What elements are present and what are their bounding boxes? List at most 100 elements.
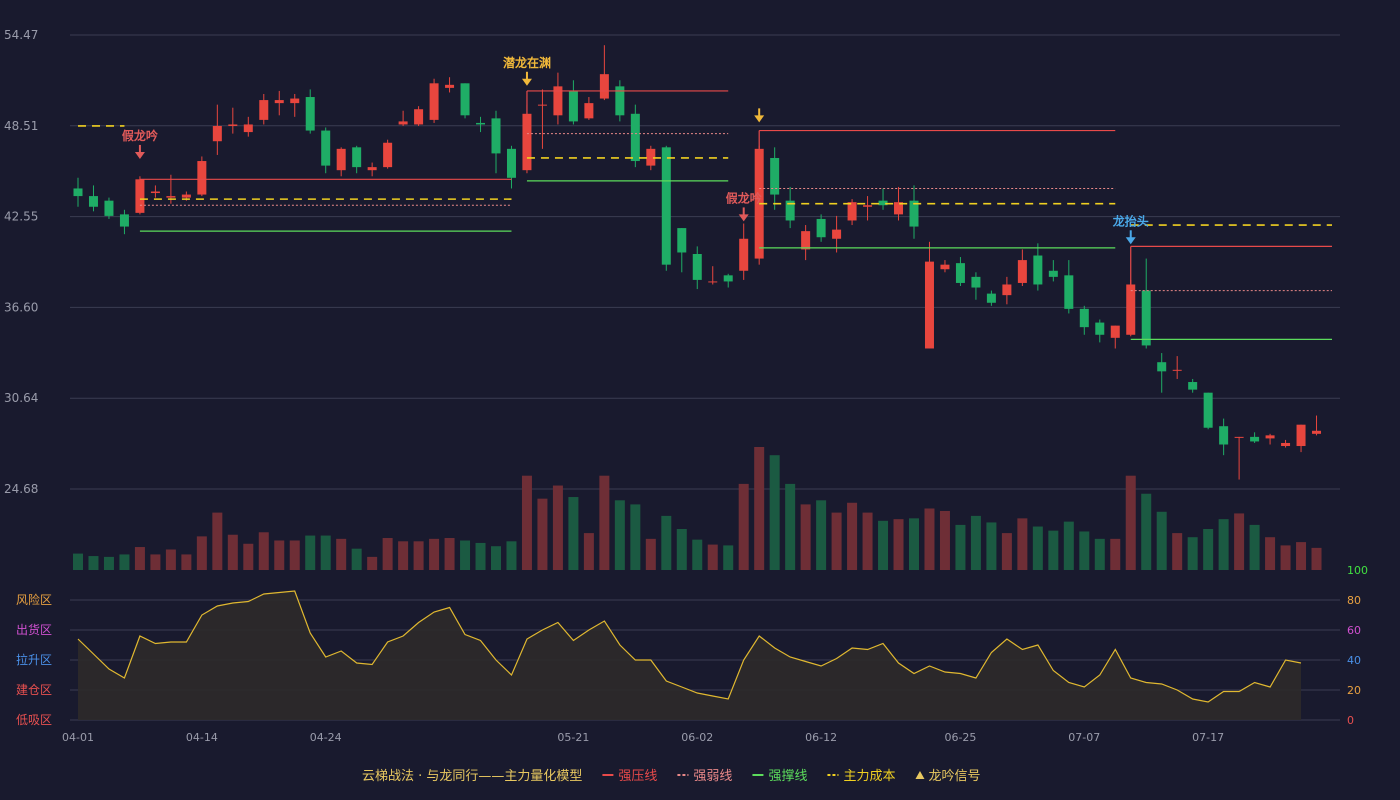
candle-body <box>460 83 470 116</box>
candle-body <box>816 218 826 238</box>
indicator-panel <box>77 590 1302 720</box>
volume-bar <box>552 485 563 570</box>
candle-body <box>243 124 253 133</box>
legend-label: 强弱线 <box>693 769 732 784</box>
candle-body <box>568 90 578 122</box>
indicator-tick-label: 20 <box>1347 684 1361 697</box>
date-tick-label: 07-07 <box>1068 731 1100 744</box>
candle-body <box>1234 436 1244 438</box>
candle-body <box>506 148 516 178</box>
date-tick-label: 06-02 <box>681 731 713 744</box>
volume-bar <box>986 522 997 570</box>
candle-body <box>971 276 981 288</box>
zone-label: 拉升区 <box>16 652 52 667</box>
candle-body <box>305 97 315 131</box>
candle-body <box>1110 325 1120 338</box>
volume-bar <box>150 554 161 570</box>
indicator-axis: 100 80 60 40 20 0 <box>1347 564 1368 727</box>
candle-body <box>599 74 609 99</box>
price-tick-label: 48.51 <box>4 119 38 133</box>
legend-label: 云梯战法 · 与龙同行——主力量化模型 <box>362 769 582 784</box>
indicator-tick-label: 0 <box>1347 714 1354 727</box>
chart-legend: 云梯战法 · 与龙同行——主力量化模型 强压线 强弱线 强撑线 主力成本 龙吟信号 <box>362 768 980 784</box>
candle-body <box>847 202 857 221</box>
candle-body <box>708 281 718 283</box>
volume-bar <box>661 515 672 570</box>
candle-body <box>181 194 191 198</box>
candle-body <box>1126 284 1136 335</box>
date-axis: 04-01 04-14 04-24 05-21 06-02 06-12 06-25 07-07… <box>62 731 1224 744</box>
volume-bars <box>73 447 1322 570</box>
signal-arrow-icon <box>738 214 749 222</box>
signal-label: 假龙吟 <box>122 128 158 143</box>
candle-body <box>661 147 671 265</box>
candle-body <box>909 200 919 227</box>
indicator-area <box>78 591 1302 720</box>
volume-bar <box>1094 538 1105 570</box>
volume-bar <box>785 483 796 570</box>
candle-body <box>1219 426 1229 445</box>
volume-bar <box>939 510 950 570</box>
volume-bar <box>831 512 842 570</box>
candle-body <box>1079 308 1089 328</box>
candle-body <box>878 200 888 206</box>
volume-bar <box>537 498 548 570</box>
legend-label: 主力成本 <box>843 769 895 784</box>
volume-bar <box>1296 542 1307 570</box>
signal-label: 假龙吟 <box>726 190 762 205</box>
candle-body <box>212 125 222 142</box>
date-tick-label: 04-14 <box>186 731 218 744</box>
volume-bar <box>398 541 409 570</box>
volume-bar <box>289 540 300 570</box>
candle-body <box>646 148 656 166</box>
volume-bar <box>413 541 424 570</box>
candle-body <box>1188 382 1198 390</box>
indicator-tick-label: 40 <box>1347 654 1361 667</box>
price-tick-label: 30.64 <box>4 391 38 405</box>
candle-body <box>166 196 176 198</box>
date-tick-label: 05-21 <box>557 731 589 744</box>
volume-bar <box>212 512 223 570</box>
candle-body <box>1265 435 1275 439</box>
volume-bar <box>506 541 517 570</box>
volume-bar <box>1141 493 1152 570</box>
signal-label: 龙抬头 <box>1113 213 1149 228</box>
volume-bar <box>491 546 501 570</box>
candle-body <box>630 113 640 162</box>
volume-bar <box>444 538 455 570</box>
volume-bar <box>1218 519 1229 570</box>
indicator-line <box>77 590 1302 703</box>
candle-body <box>522 113 532 171</box>
price-tick-label: 24.68 <box>4 482 38 496</box>
signal-arrow-icon <box>1125 237 1136 245</box>
candle-body <box>1203 392 1213 428</box>
volume-bar <box>258 532 269 570</box>
candle-body <box>398 121 408 125</box>
candle-body <box>414 109 424 125</box>
volume-bar <box>274 540 285 570</box>
candle-body <box>615 86 625 116</box>
volume-bar <box>1187 537 1198 570</box>
candle-body <box>321 130 331 166</box>
candle-body <box>986 293 996 303</box>
volume-bar <box>707 544 718 570</box>
volume-bar <box>1203 529 1214 570</box>
volume-bar <box>521 475 532 570</box>
volume-bar <box>800 504 811 570</box>
volume-bar <box>382 538 393 570</box>
candle-body <box>1033 255 1043 285</box>
volume-bar <box>1280 545 1291 570</box>
volume-bar <box>336 538 347 570</box>
legend-label: 强撑线 <box>768 769 807 784</box>
candle-body <box>429 83 439 120</box>
date-tick-label: 04-01 <box>62 731 94 744</box>
volume-bar <box>1110 538 1121 570</box>
volume-bar <box>1265 537 1276 570</box>
candle-body <box>863 205 873 207</box>
indicator-tick-label: 100 <box>1347 564 1368 577</box>
candle-body <box>785 200 795 221</box>
volume-bar <box>73 553 83 570</box>
